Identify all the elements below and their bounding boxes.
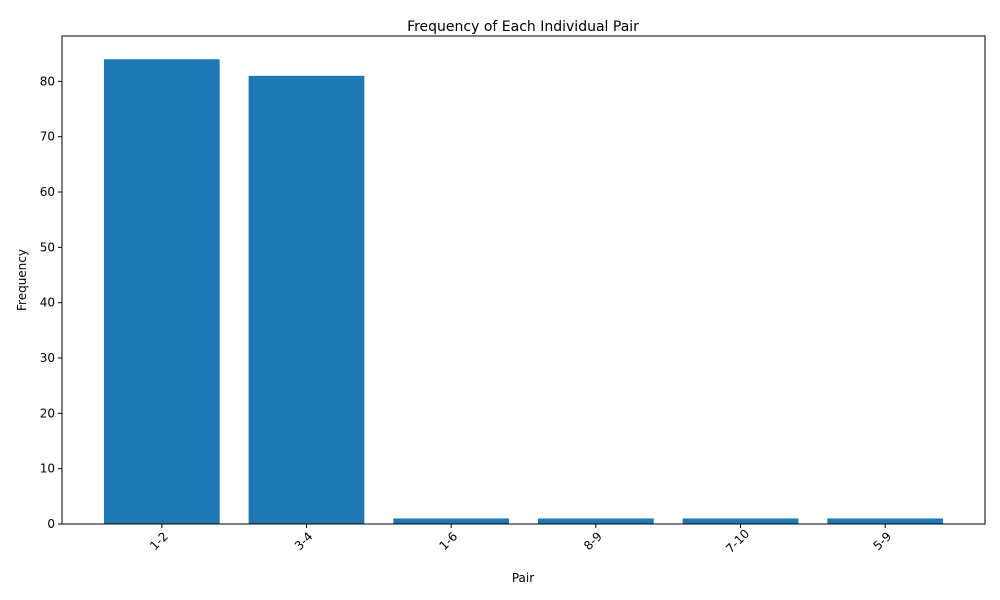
- y-tick-label: 20: [40, 406, 55, 420]
- y-tick-label: 0: [47, 517, 55, 531]
- y-tick-label: 60: [40, 185, 55, 199]
- bars-group: [103, 59, 944, 524]
- bar-7-10: [682, 518, 799, 524]
- bar-5-9: [827, 518, 944, 524]
- y-axis-ticks: 0 10 20 30 40 50 60 70 80: [40, 74, 62, 531]
- x-tick-label: 3-4: [292, 529, 316, 553]
- x-tick-label: 8-9: [581, 529, 605, 553]
- bar-3-4: [248, 75, 365, 524]
- x-tick-label: 7-10: [723, 527, 752, 556]
- x-tick-label: 1-6: [436, 529, 460, 553]
- x-axis-label: Pair: [512, 571, 534, 585]
- y-tick-label: 30: [40, 351, 55, 365]
- y-tick-label: 50: [40, 240, 55, 254]
- bar-1-2: [103, 59, 220, 524]
- y-tick-label: 40: [40, 296, 55, 310]
- y-tick-label: 80: [40, 74, 55, 88]
- x-tick-label: 5-9: [870, 529, 894, 553]
- x-axis-ticks: 1-2 3-4 1-6 8-9 7-10 5-9: [147, 524, 894, 556]
- plot-frame: [61, 35, 986, 525]
- bar-1-6: [393, 518, 510, 524]
- y-tick-label: 70: [40, 130, 55, 144]
- bar-8-9: [537, 518, 654, 524]
- x-tick-label: 1-2: [147, 529, 171, 553]
- y-axis-label: Frequency: [15, 249, 29, 311]
- chart-title: Frequency of Each Individual Pair: [407, 19, 639, 35]
- y-tick-label: 10: [40, 462, 55, 476]
